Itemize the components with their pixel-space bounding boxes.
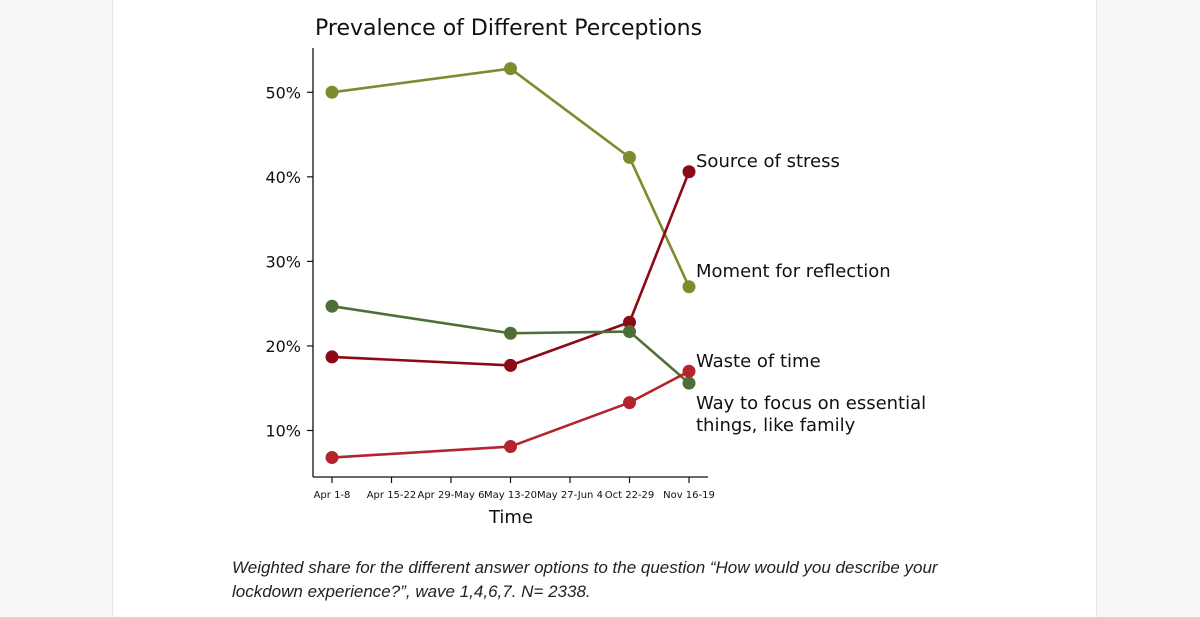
series-group [325, 62, 696, 465]
series-label: Source of stress [696, 151, 840, 172]
data-point [504, 358, 517, 372]
x-axis-label: Time [488, 507, 533, 528]
series-labels: Source of stress Moment for reflection Was… [696, 151, 926, 436]
y-tick-label: 50% [265, 83, 301, 102]
y-tick-label: 20% [265, 337, 301, 356]
page-card [112, 0, 1097, 617]
data-point [682, 280, 696, 294]
series-line [331, 67, 691, 288]
x-tick-label: Apr 15-22 [367, 490, 417, 501]
series-label: Waste of time [696, 351, 821, 372]
data-point [325, 85, 339, 99]
data-point [325, 350, 339, 364]
data-point [682, 376, 696, 390]
series-line [331, 304, 690, 385]
chart-title: Prevalence of Different Perceptions [315, 16, 702, 41]
data-point [682, 165, 696, 179]
x-ticks: Apr 1-8 Apr 15-22 Apr 29-May 6 May 13-20 May… [314, 477, 715, 501]
y-tick-label: 40% [265, 168, 301, 187]
data-point [623, 396, 636, 410]
x-tick-label: Apr 1-8 [314, 490, 351, 501]
y-tick-label: 10% [265, 421, 301, 440]
data-point [623, 150, 636, 164]
x-tick-label: May 27-Jun 4 [537, 490, 603, 501]
x-tick-label: May 13-20 [484, 490, 537, 501]
series-label: Moment for reflection [696, 261, 891, 282]
series-line [331, 370, 690, 459]
figure-caption: Weighted share for the different answer … [232, 558, 938, 601]
data-point [504, 62, 517, 76]
y-tick-label: 30% [265, 252, 301, 271]
y-ticks: 10% 20% 30% 40% 50% [265, 83, 313, 440]
x-tick-label: Apr 29-May 6 [417, 490, 484, 501]
data-point [504, 440, 517, 454]
data-point [682, 364, 696, 378]
series-label: Way to focus on essential things, like fa… [696, 393, 926, 436]
series-1 [325, 165, 696, 372]
series-3 [325, 364, 696, 465]
x-tick-label: Nov 16-19 [663, 490, 715, 501]
data-point [325, 451, 339, 465]
data-point [325, 299, 339, 313]
data-point [623, 325, 636, 339]
series-0 [325, 62, 696, 294]
x-tick-label: Oct 22-29 [605, 490, 655, 501]
line-chart: Prevalence of Different Perceptions 10% 2… [265, 16, 926, 528]
series-line [331, 171, 691, 367]
data-point [623, 315, 636, 329]
data-point [504, 326, 517, 340]
series-2 [325, 299, 696, 390]
